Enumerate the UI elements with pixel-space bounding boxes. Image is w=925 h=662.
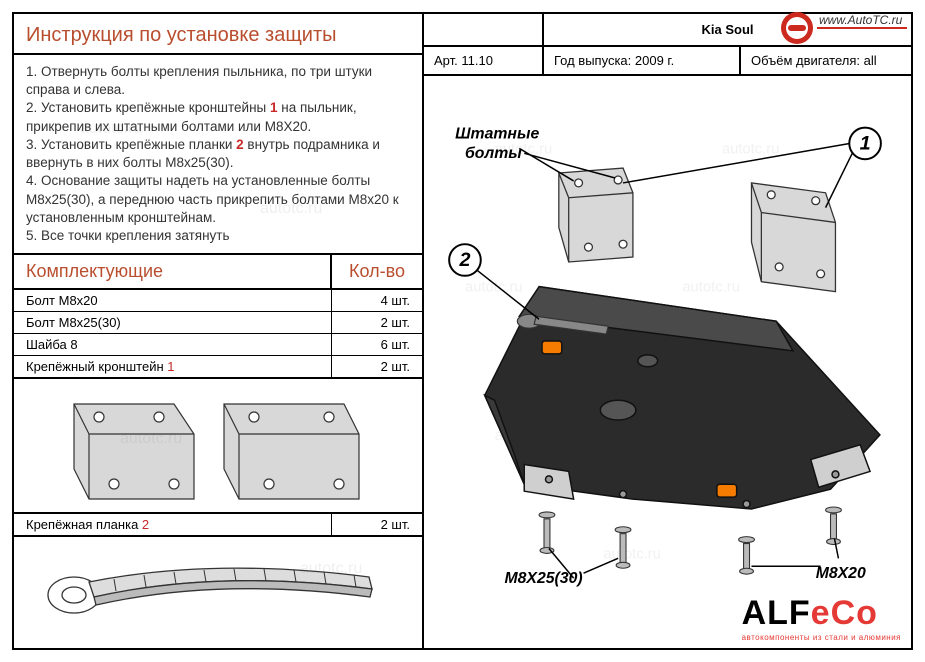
bolt-label-m8x25: М8Х25(30) <box>504 570 582 587</box>
svg-text:autotc.ru: autotc.ru <box>682 280 740 296</box>
main-title: Инструкция по установке защиты <box>14 14 422 55</box>
callout-1: 1 <box>860 132 871 154</box>
year-label: Год выпуска: 2009 г. <box>544 47 741 74</box>
document-frame: www.AutoTC.ru Инструкция по установке за… <box>12 12 913 650</box>
bracket-drawing <box>14 377 422 512</box>
callout-2: 2 <box>458 249 470 271</box>
right-header-row2: Арт. 11.10 Год выпуска: 2009 г. Объём дв… <box>424 47 911 76</box>
parts-row-kron: Крепёжный кронштейн 1 2 шт. <box>14 355 422 377</box>
parts-row: Болт М8х20 4 шт. <box>14 290 422 311</box>
bolt-label-m8x20: М8Х20 <box>816 565 866 582</box>
instruction-2: 2. Установить крепёжные кронштейны 1 на … <box>26 99 410 135</box>
parts-head-qty: Кол-во <box>332 255 422 288</box>
instruction-5: 5. Все точки крепления затянуть <box>26 227 410 245</box>
parts-row: Шайба 8 6 шт. <box>14 333 422 355</box>
engine-label: Объём двигателя: all <box>741 47 911 74</box>
instruction-3: 3. Установить крепёжные планки 2 внутрь … <box>26 136 410 172</box>
parts-row: Болт М8х25(30) 2 шт. <box>14 311 422 333</box>
model-name: Kia Soul <box>544 14 911 45</box>
brand-logo: ALFeCo автокомпоненты из стали и алюмини… <box>732 588 911 648</box>
parts-header: Комплектующие Кол-во <box>14 255 422 290</box>
logo-eco: eCo <box>811 594 878 632</box>
plank-drawing <box>14 535 422 625</box>
article-label: Арт. 11.10 <box>424 47 544 74</box>
svg-text:autotc.ru: autotc.ru <box>722 141 780 157</box>
parts-row-plank: Крепёжная планка 2 2 шт. <box>14 512 422 535</box>
parts-head-name: Комплектующие <box>14 255 332 288</box>
svg-text:autotc.ru: autotc.ru <box>603 546 661 562</box>
left-panel: Инструкция по установке защиты 1. Отверн… <box>14 14 424 648</box>
instruction-4: 4. Основание защиты надеть на установлен… <box>26 172 410 227</box>
assembly-diagram: autotc.ruautotc.ru autotc.ruautotc.ru au… <box>424 94 911 588</box>
right-panel: Kia Soul Арт. 11.10 Год выпуска: 2009 г.… <box>424 14 911 648</box>
svg-text:autotc.ru: autotc.ru <box>465 280 523 296</box>
instruction-1: 1. Отвернуть болты крепления пыльника, п… <box>26 63 410 99</box>
right-header-row1: Kia Soul <box>424 14 911 47</box>
logo-sub: автокомпоненты из стали и алюминия <box>742 633 901 642</box>
instructions-block: 1. Отвернуть болты крепления пыльника, п… <box>14 55 422 255</box>
logo-alf: ALF <box>742 594 811 632</box>
